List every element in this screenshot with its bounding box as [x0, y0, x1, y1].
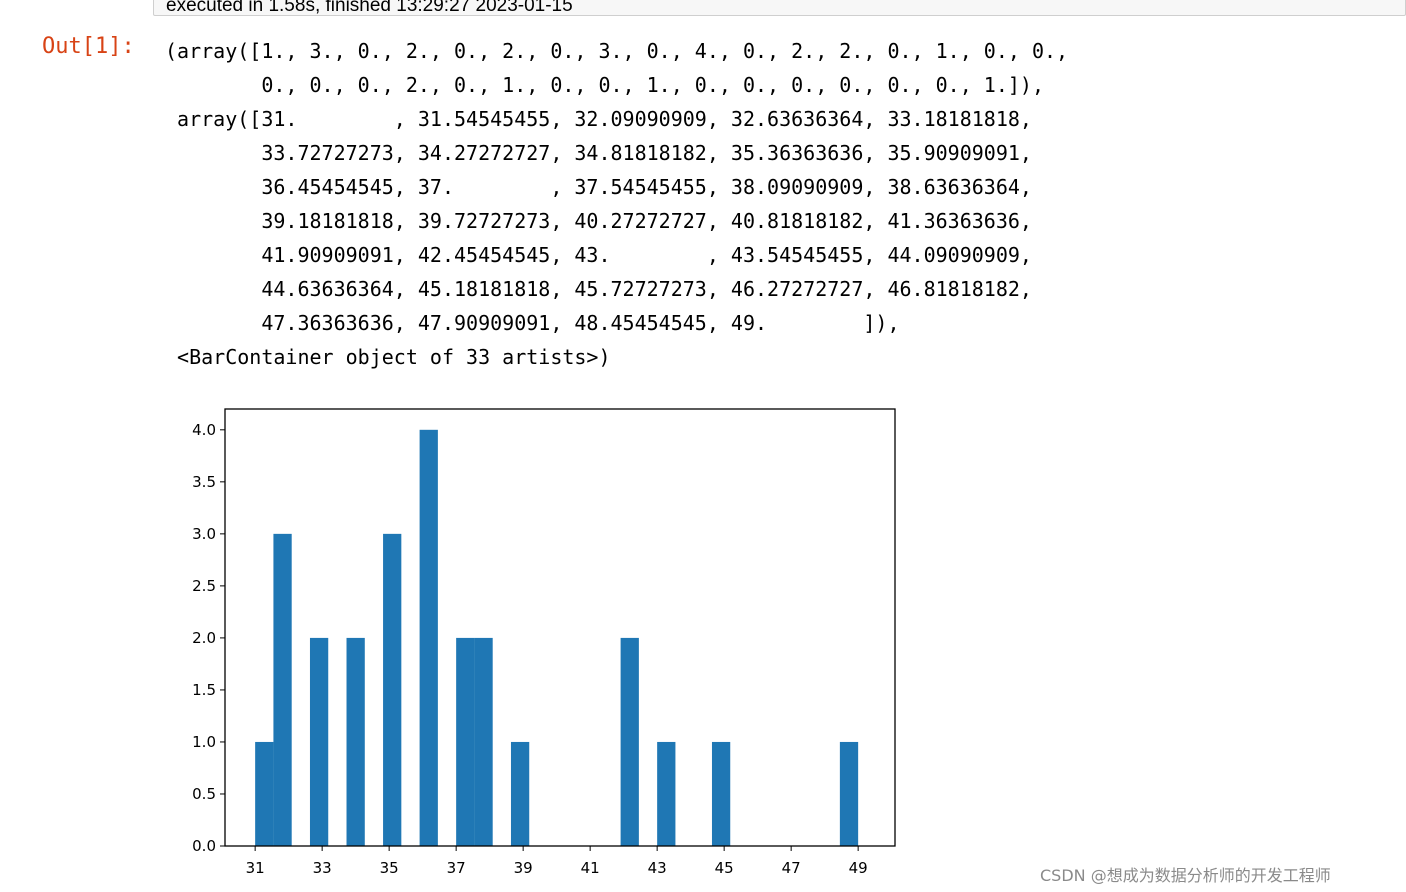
- histogram-bar-5: [346, 637, 365, 846]
- histogram-bar-0: [255, 741, 274, 846]
- x-tick-label: 33: [313, 859, 332, 877]
- x-tick-label: 35: [380, 859, 399, 877]
- histogram-bar-25: [711, 741, 731, 846]
- bars-group: [255, 429, 859, 846]
- cell-output-text: (array([1., 3., 0., 2., 0., 2., 0., 3., …: [165, 39, 1069, 369]
- x-tick-label: 39: [514, 859, 533, 877]
- x-tick-label: 41: [581, 859, 600, 877]
- previous-cell-output: executed in 1.58s, finished 13:29:27 202…: [153, 0, 1406, 16]
- y-axis: 0.0 0.5 1.0 1.5 2.0 2.5 3.0 3.5 4.0: [192, 421, 225, 855]
- histogram-bar-12: [474, 637, 493, 846]
- histogram-bar-20: [620, 637, 639, 846]
- histogram-bar-3: [309, 637, 329, 846]
- histogram-bar-9: [419, 429, 438, 846]
- plot-frame: [224, 408, 896, 847]
- x-tick-label: 37: [447, 859, 466, 877]
- x-tick-label: 45: [715, 859, 734, 877]
- x-tick-label: 47: [782, 859, 801, 877]
- histogram-chart: 0.0 0.5 1.0 1.5 2.0 2.5 3.0 3.5 4.0 31 33 35 37 39 41…: [192, 408, 896, 877]
- x-axis: 31 33 35 37 39 41 43 45 47 49: [246, 846, 868, 877]
- y-tick-label: 0.0: [192, 837, 216, 855]
- output-prompt: Out[1]:: [42, 34, 135, 59]
- histogram-bar-7: [383, 533, 402, 846]
- y-tick-label: 3.5: [192, 473, 216, 491]
- y-tick-label: 2.5: [192, 577, 216, 595]
- y-tick-label: 3.0: [192, 525, 216, 543]
- histogram-bar-32: [839, 741, 859, 846]
- x-tick-label: 43: [648, 859, 667, 877]
- y-tick-label: 2.0: [192, 629, 216, 647]
- y-tick-label: 0.5: [192, 785, 216, 803]
- y-tick-label: 1.0: [192, 733, 216, 751]
- histogram-bar-1: [273, 533, 292, 846]
- watermark: CSDN @想成为数据分析师的开发工程师: [1040, 866, 1331, 885]
- histogram-bar-11: [456, 637, 475, 846]
- histogram-bar-14: [510, 741, 530, 846]
- x-tick-label: 49: [849, 859, 868, 877]
- y-tick-label: 1.5: [192, 681, 216, 699]
- execution-info: executed in 1.58s, finished 13:29:27 202…: [166, 0, 573, 16]
- histogram-bar-22: [657, 741, 676, 846]
- y-tick-label: 4.0: [192, 421, 216, 439]
- x-tick-label: 31: [246, 859, 265, 877]
